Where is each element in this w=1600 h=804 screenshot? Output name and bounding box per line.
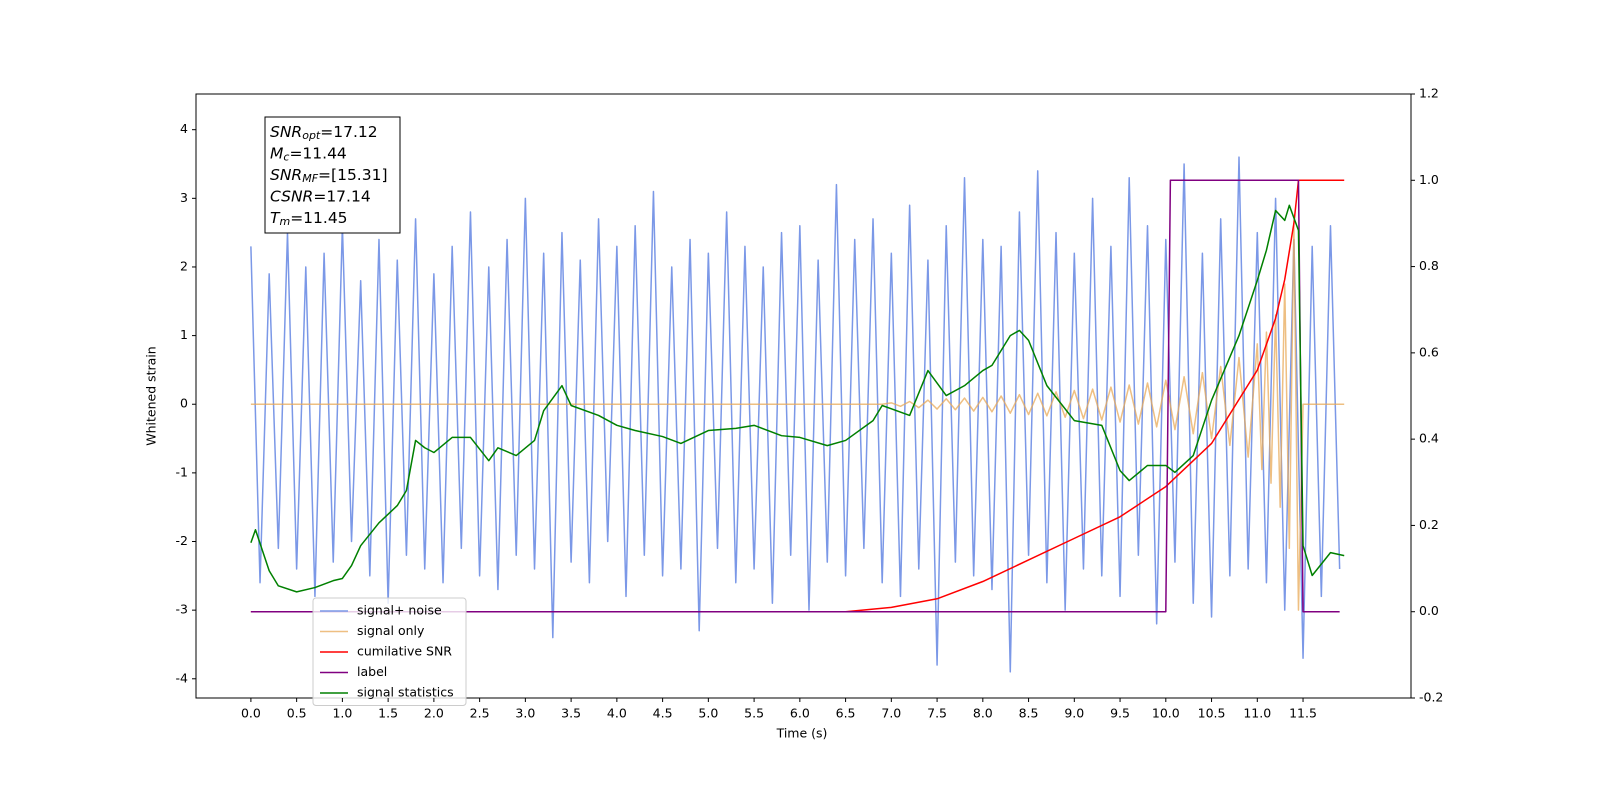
annotation-value: =11.44 xyxy=(289,144,346,162)
legend-label: cumilative SNR xyxy=(357,644,452,659)
y-tick-label: 0 xyxy=(180,396,188,411)
x-axis-label: Time (s) xyxy=(776,726,828,741)
x-tick-label: 10.0 xyxy=(1152,706,1180,721)
plot-area xyxy=(250,156,1345,673)
x-tick-label: 7.5 xyxy=(927,706,947,721)
axes-frame xyxy=(195,93,1412,699)
x-tick-label: 0.5 xyxy=(287,706,307,721)
annotation-text: Mc=11.44 xyxy=(270,144,347,164)
annotation-value: =17.14 xyxy=(313,187,370,205)
y-tick-label: -4 xyxy=(176,670,189,685)
x-tick-label: 11.0 xyxy=(1243,706,1271,721)
x-tick-label: 8.5 xyxy=(1019,706,1039,721)
annotation-text: SNRopt=17.12 xyxy=(270,123,378,143)
x-tick-label: 10.5 xyxy=(1198,706,1226,721)
x-tick-label: 1.0 xyxy=(332,706,352,721)
legend-frame xyxy=(312,597,467,706)
y-tick-label: -2 xyxy=(176,533,188,548)
series-line xyxy=(250,225,1345,611)
x-tick-label: 0.0 xyxy=(241,706,261,721)
series-line xyxy=(250,156,1341,673)
x-tick-label: 9.5 xyxy=(1110,706,1130,721)
legend: signal+ noise signal only cumilative SNR la… xyxy=(312,597,467,706)
y-tick-label: 4 xyxy=(180,121,188,136)
y-tick-label: 1 xyxy=(180,327,188,342)
annotation-box: SNRopt=17.12Mc=11.44SNRMF=[15.31]CSNR=17… xyxy=(264,116,401,234)
series-line xyxy=(250,179,1345,613)
x-tick-label: 4.5 xyxy=(653,706,673,721)
annotation-subscript: c xyxy=(283,151,289,164)
y2-tick-label: 0.4 xyxy=(1419,431,1439,446)
legend-label: signal only xyxy=(357,623,425,638)
annotation-value: =11.45 xyxy=(290,209,347,227)
x-tick-label: 5.5 xyxy=(744,706,764,721)
x-tick-label: 4.0 xyxy=(607,706,627,721)
x-tick-label: 8.0 xyxy=(973,706,993,721)
x-tick-label: 2.5 xyxy=(470,706,490,721)
annotation-value: =[15.31] xyxy=(318,166,387,184)
y2-tick-label: 0.6 xyxy=(1419,344,1439,359)
x-tick-label: 9.0 xyxy=(1064,706,1084,721)
y-tick-label: -3 xyxy=(176,602,188,617)
x-tick-label: 6.0 xyxy=(790,706,810,721)
x-tick-label: 7.0 xyxy=(881,706,901,721)
y2-tick-label: 0.2 xyxy=(1419,517,1439,532)
x-tick-label: 3.5 xyxy=(561,706,581,721)
series-line xyxy=(250,204,1345,593)
y-tick-label: -1 xyxy=(176,464,188,479)
annotation-text: Tm=11.45 xyxy=(270,209,348,229)
annotation-subscript: m xyxy=(279,215,290,228)
annotation-text: CSNR=17.14 xyxy=(270,187,371,205)
annotation-symbol: SNR xyxy=(270,166,302,184)
y2-tick-label: 0.0 xyxy=(1419,603,1439,618)
annotation-frame xyxy=(264,116,401,234)
x-tick-label: 6.5 xyxy=(836,706,856,721)
legend-label: label xyxy=(357,664,387,679)
annotation-symbol: CSNR xyxy=(270,187,313,205)
annotation-symbol: SNR xyxy=(270,123,302,141)
annotation-value: =17.12 xyxy=(320,123,377,141)
annotation-subscript: opt xyxy=(302,129,321,142)
x-tick-label: 11.5 xyxy=(1289,706,1317,721)
annotation-symbol: M xyxy=(270,144,283,162)
legend-label: signal+ noise xyxy=(357,603,442,618)
x-tick-label: 1.5 xyxy=(378,706,398,721)
y-tick-label: 3 xyxy=(180,190,188,205)
series-line xyxy=(250,179,1340,613)
x-tick-label: 5.0 xyxy=(698,706,718,721)
y2-tick-label: 1.0 xyxy=(1419,172,1439,187)
y2-tick-label: 1.2 xyxy=(1419,86,1439,101)
annotation-subscript: MF xyxy=(302,172,318,185)
y-axis-label: Whitened strain xyxy=(144,346,159,445)
legend-label: signal statistics xyxy=(357,685,454,700)
y-tick-label: 2 xyxy=(180,258,188,273)
y2-tick-label: -0.2 xyxy=(1419,690,1443,705)
x-tick-label: 2.0 xyxy=(424,706,444,721)
annotation-symbol: T xyxy=(270,209,281,227)
x-tick-label: 3.0 xyxy=(515,706,535,721)
y2-tick-label: 0.8 xyxy=(1419,258,1439,273)
annotation-text: SNRMF=[15.31] xyxy=(270,166,388,186)
